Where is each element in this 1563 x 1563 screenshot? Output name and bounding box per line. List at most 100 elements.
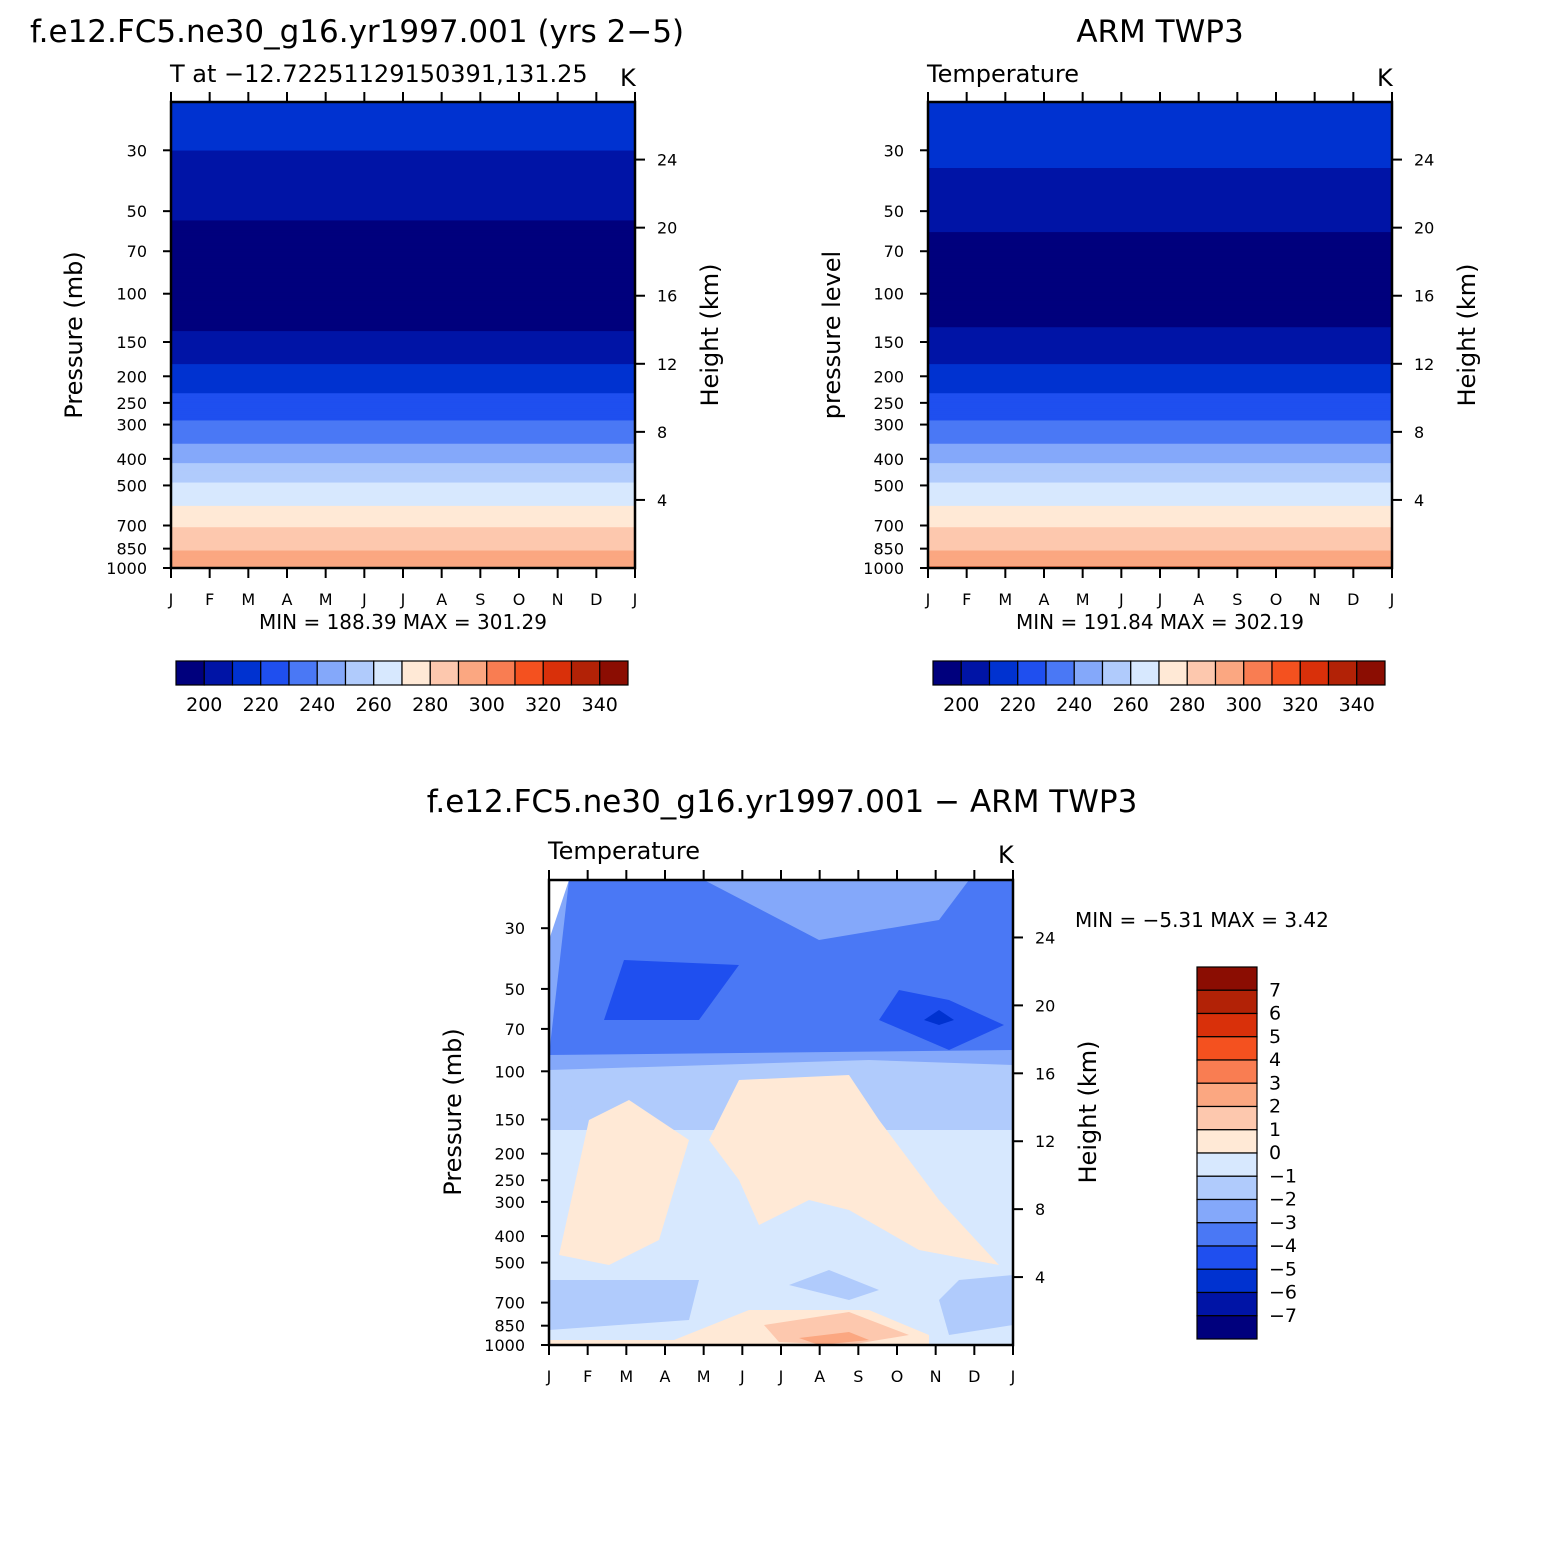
panel-model-band	[171, 158, 635, 161]
panel-model-band	[171, 323, 635, 326]
panel-obs-xtick-label: A	[1039, 590, 1050, 609]
panel-obs-band	[928, 558, 1392, 561]
panel-obs-band	[928, 488, 1392, 491]
panel-model-band	[171, 148, 635, 152]
colorbar-swatch	[1196, 1175, 1258, 1201]
panel-model-band	[171, 482, 635, 486]
colorbar-swatch	[344, 660, 375, 686]
colorbar-swatch	[1186, 660, 1217, 686]
panel-obs-band	[928, 105, 1392, 109]
colorbar-swatch	[429, 660, 460, 686]
panel-diff-y2tick-label: 8	[1035, 1200, 1045, 1219]
panel-obs-band	[928, 181, 1392, 185]
panel-model-band	[171, 422, 635, 425]
panel-model-band	[171, 348, 635, 352]
panel-model-band	[171, 484, 635, 488]
panel-model-band	[171, 511, 635, 515]
panel-obs-band	[928, 206, 1392, 210]
panel-obs-band	[928, 226, 1392, 229]
panel-diff-xtick-label: M	[619, 1367, 633, 1386]
colorbar-swatch	[1196, 1059, 1258, 1084]
panel-model-band	[171, 527, 635, 530]
panel-obs-band	[928, 459, 1392, 462]
panel-obs-band	[928, 418, 1392, 422]
panel-model-y2tick-label: 16	[657, 287, 677, 306]
panel-obs-band	[928, 494, 1392, 497]
panel-model-band	[171, 125, 635, 128]
panel-model-band	[171, 307, 635, 311]
panel-model-band	[171, 435, 635, 439]
panel-model-band	[171, 263, 635, 266]
panel-model-band	[171, 181, 635, 185]
panel-obs-band	[928, 185, 1392, 189]
panel-model-band	[171, 117, 635, 121]
panel-model-band	[171, 111, 635, 115]
panel-obs-band	[928, 453, 1392, 456]
panel-obs-band	[928, 478, 1392, 482]
panel-model-band	[171, 261, 635, 264]
panel-obs-band	[928, 369, 1392, 373]
panel-diff-ytick-label: 850	[494, 1317, 525, 1336]
panel-model-band	[171, 437, 635, 441]
panel-obs-ytick-label: 100	[873, 285, 904, 304]
panel-model-band	[171, 536, 635, 540]
panel-model-band	[171, 267, 635, 270]
panel-obs-band	[928, 268, 1392, 272]
panel-obs-band	[928, 548, 1392, 552]
panel-model-band	[171, 278, 635, 282]
panel-obs-band	[928, 534, 1392, 538]
panel-model-band	[171, 109, 635, 113]
panel-obs-ytick-label: 850	[873, 540, 904, 559]
panel-obs-band	[928, 346, 1392, 350]
panel-obs-band	[928, 554, 1392, 557]
panel-model-band	[171, 311, 635, 315]
panel-model-subtitle: T at −12.72251129150391,131.25	[169, 60, 588, 88]
panel-obs-band	[928, 560, 1392, 563]
panel-model-xtick-label: O	[513, 590, 526, 609]
panel-obs-band	[928, 404, 1392, 408]
panel-diff-ytick-label: 400	[494, 1227, 525, 1246]
panel-model-xtick-label: J	[168, 590, 174, 609]
panel-diff-contour-region	[924, 1010, 954, 1025]
panel-model-band	[171, 381, 635, 385]
panel-model-band	[171, 399, 635, 402]
panel-obs-band	[928, 529, 1392, 532]
colorbar-swatch	[1017, 660, 1047, 686]
panel-diff: f.e12.FC5.ne30_g16.yr1997.001 − ARM TWP3…	[427, 784, 1329, 1386]
panel-model-band	[171, 290, 635, 293]
colorbar-swatch	[260, 660, 290, 686]
panel-model-band	[171, 344, 635, 348]
panel-model-band	[171, 105, 635, 109]
panel-diff-xtick-label: M	[697, 1367, 711, 1386]
panel-obs-band	[928, 449, 1392, 453]
panel-model-band	[171, 494, 635, 497]
panel-model-band	[171, 206, 635, 210]
panel-obs-band	[928, 253, 1392, 256]
panel-model-band	[171, 222, 635, 225]
panel-obs-band	[928, 284, 1392, 288]
panel-obs-band	[928, 434, 1392, 437]
panel-obs-xtick-label: N	[1309, 590, 1321, 609]
panel-obs-band	[928, 377, 1392, 381]
panel-model-band	[171, 288, 635, 291]
panel-obs-band	[928, 340, 1392, 344]
panel-model-band	[171, 490, 635, 493]
panel-model-band	[171, 280, 635, 284]
panel-model-band	[171, 268, 635, 272]
panel-model-band	[171, 228, 635, 231]
panel-obs-band	[928, 309, 1392, 313]
panel-obs-band	[928, 500, 1392, 503]
panel-obs-band	[928, 468, 1392, 472]
panel-model-band	[171, 556, 635, 559]
panel-model-ylabel: Pressure (mb)	[60, 251, 88, 418]
panel-obs-band	[928, 373, 1392, 377]
colorbar-label: 340	[1339, 694, 1375, 716]
panel-model-band	[171, 406, 635, 410]
panel-obs-band	[928, 191, 1392, 194]
panel-model-xtick-label: A	[282, 590, 293, 609]
panel-obs-band	[928, 352, 1392, 356]
panel-obs-band	[928, 102, 1392, 105]
panel-obs-band	[928, 507, 1392, 511]
panel-obs-band	[928, 437, 1392, 441]
panel-model-band	[171, 220, 635, 223]
